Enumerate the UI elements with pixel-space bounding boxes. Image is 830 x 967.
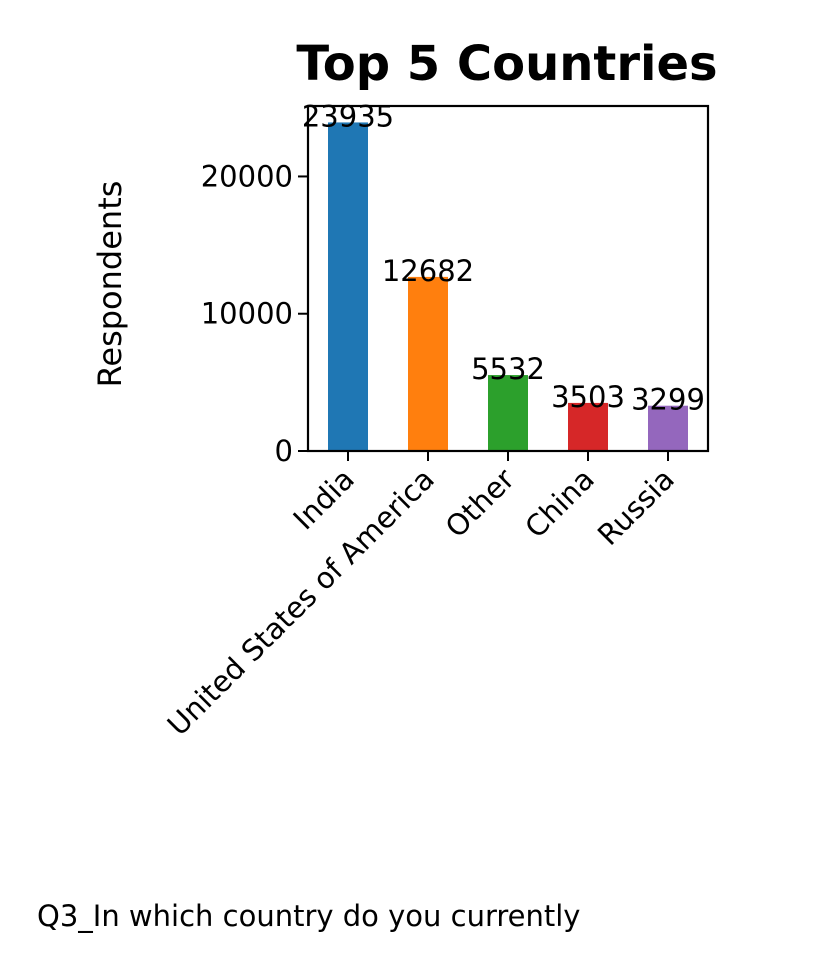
- x-tick-label-india: India: [287, 462, 361, 536]
- x-tick-label-china: China: [518, 462, 601, 545]
- bar-other: [488, 375, 528, 451]
- bar-india: [328, 122, 368, 452]
- plot-frame: [306, 104, 710, 453]
- data-label-other: 5532: [471, 352, 545, 386]
- chart-title: Top 5 Countries: [296, 36, 717, 92]
- x-tick-label-other: Other: [439, 462, 521, 544]
- bar-china: [568, 402, 608, 451]
- bar-group: [328, 122, 688, 452]
- y-tick-label: 10000: [201, 297, 293, 331]
- data-label-india: 23935: [302, 99, 394, 133]
- x-tick-label-russia: Russia: [591, 462, 681, 552]
- data-label-united-states-of-america: 12682: [382, 254, 474, 288]
- data-label-china: 3503: [551, 380, 625, 414]
- bar-united-states-of-america: [408, 276, 448, 451]
- y-tick-label: 20000: [201, 159, 293, 193]
- y-tick-label: 0: [275, 434, 293, 468]
- y-tick-group: 0 10000 20000: [201, 159, 308, 468]
- y-axis-label: Respondents: [91, 181, 129, 388]
- data-label-russia: 3299: [631, 383, 705, 417]
- x-axis-label: Q3_In which country do you currently: [37, 899, 580, 933]
- bar-russia: [648, 405, 688, 451]
